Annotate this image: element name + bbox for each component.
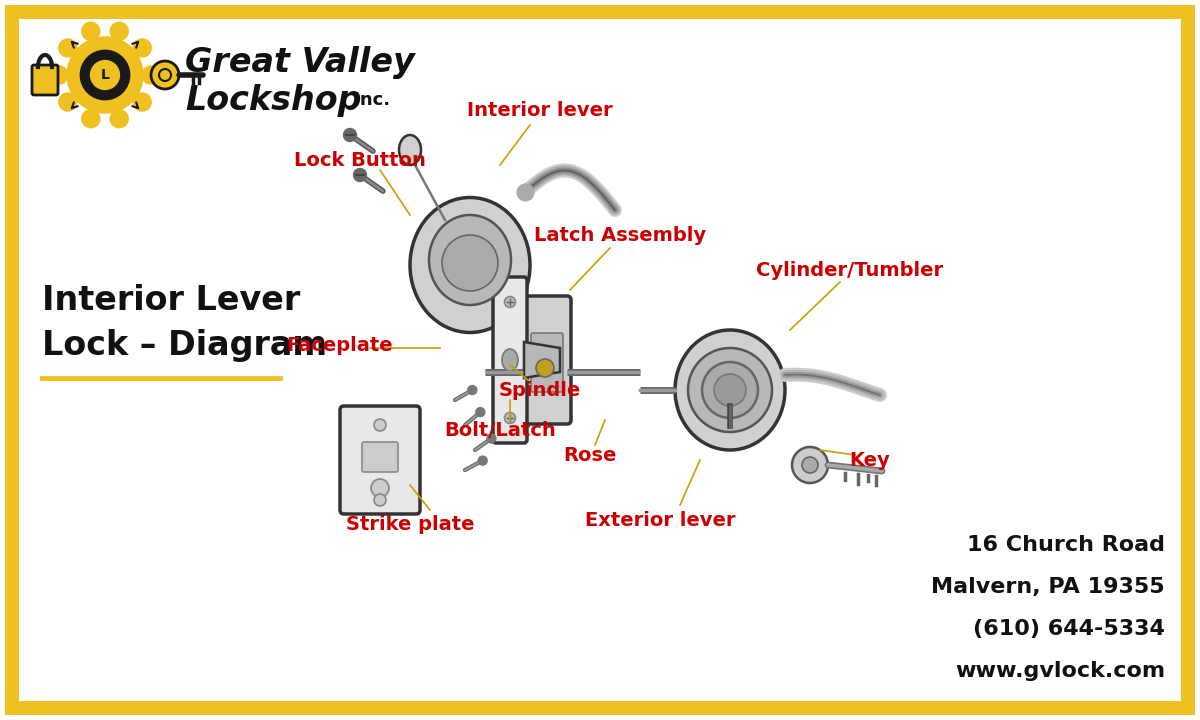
Circle shape [158,69,172,81]
FancyBboxPatch shape [340,406,420,514]
Circle shape [688,348,772,432]
Text: Latch Assembly: Latch Assembly [534,225,706,245]
Circle shape [374,494,386,506]
Circle shape [110,22,128,40]
Circle shape [354,168,366,181]
FancyBboxPatch shape [32,65,58,95]
Ellipse shape [430,215,511,305]
Circle shape [151,61,179,89]
Circle shape [476,408,485,417]
Circle shape [50,66,68,84]
FancyBboxPatch shape [493,277,527,443]
Text: Rose: Rose [563,446,617,464]
Circle shape [442,235,498,291]
Text: 16 Church Road: 16 Church Road [967,535,1165,555]
Ellipse shape [398,135,421,165]
Text: Exterior lever: Exterior lever [584,510,736,529]
Circle shape [468,385,476,395]
Circle shape [110,109,128,127]
Circle shape [59,93,77,111]
Text: Strike plate: Strike plate [346,516,474,534]
Circle shape [714,374,746,406]
Circle shape [504,413,516,423]
FancyBboxPatch shape [362,442,398,472]
Text: Inc.: Inc. [347,91,390,109]
Text: Faceplate: Faceplate [287,336,394,354]
Circle shape [133,93,151,111]
Ellipse shape [502,349,518,371]
Circle shape [536,359,554,377]
Circle shape [802,457,818,473]
Circle shape [702,362,758,418]
Circle shape [504,297,516,307]
Text: Lock Button: Lock Button [294,150,426,169]
Text: Key: Key [850,451,890,469]
FancyBboxPatch shape [530,333,563,392]
Circle shape [343,128,356,142]
Ellipse shape [674,330,785,450]
Circle shape [90,60,120,89]
Text: Lockshop: Lockshop [185,84,361,117]
Text: Bolt/Latch: Bolt/Latch [444,420,556,439]
Circle shape [792,447,828,483]
Circle shape [487,434,496,443]
Text: L: L [101,68,109,82]
Text: Malvern, PA 19355: Malvern, PA 19355 [931,577,1165,597]
Circle shape [142,66,160,84]
Text: Cylinder/Tumbler: Cylinder/Tumbler [756,261,943,279]
Circle shape [478,456,487,465]
Circle shape [82,22,100,40]
Ellipse shape [410,197,530,333]
Text: Interior Lever: Interior Lever [42,284,300,317]
Text: www.gvlock.com: www.gvlock.com [955,661,1165,681]
Text: Great Valley: Great Valley [185,45,415,78]
Text: Interior lever: Interior lever [467,101,613,120]
Circle shape [374,419,386,431]
Text: (610) 644-5334: (610) 644-5334 [973,619,1165,639]
Circle shape [80,50,130,99]
FancyBboxPatch shape [520,296,571,424]
Circle shape [371,479,389,497]
Circle shape [59,39,77,57]
Text: Spindle: Spindle [499,380,581,400]
Circle shape [67,37,143,113]
Circle shape [82,109,100,127]
Text: Lock – Diagram: Lock – Diagram [42,328,328,361]
Polygon shape [524,342,560,378]
Circle shape [133,39,151,57]
